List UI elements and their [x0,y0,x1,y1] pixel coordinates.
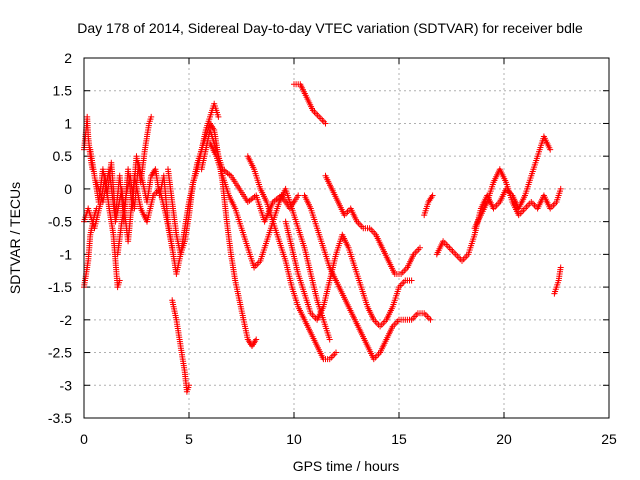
y-tick-label: -3.5 [48,410,72,426]
scatter-point [322,172,423,277]
data-marks [81,81,564,395]
grid-lines [84,58,609,418]
x-tick-label: 0 [80,431,88,447]
x-tick-label: 15 [391,431,407,447]
chart-title: Day 178 of 2014, Sidereal Day-to-day VTE… [77,20,583,36]
scatter-point [301,192,434,363]
series-m [291,81,329,127]
series-s [551,264,564,297]
series-n [301,192,434,363]
y-tick-label: -0.5 [48,214,72,230]
x-axis-label: GPS time / hours [293,458,400,474]
y-tick-label: 1.5 [53,83,73,99]
scatter-point [551,264,564,297]
plot-frame [83,57,610,419]
x-tick-label: 5 [185,431,193,447]
y-tick-label: -3 [60,377,73,393]
x-tick-label: 25 [601,431,617,447]
scatter-point [291,81,329,127]
axis-ticks: 0 5 10 15 20 25 -3.5 -3 -2.5 -2 -1.5 -1 -0.5 0 0.5 1 1.5… [48,50,617,447]
scatter-point [169,297,192,395]
x-tick-label: 20 [496,431,512,447]
x-tick-label: 10 [286,431,302,447]
series-i [198,127,302,225]
y-axis-label: SDTVAR / TECUs [7,182,23,294]
scatter-point [87,113,155,225]
series-k [244,153,339,363]
y-tick-label: 2 [64,50,72,66]
series-p [421,192,436,219]
series-j [207,140,333,343]
y-tick-label: -1 [60,246,73,262]
scatter-point [433,133,554,264]
series-d [87,113,155,225]
series-h [169,297,192,395]
scatter-point [207,140,333,343]
scatter-point [198,127,302,225]
y-tick-label: -2.5 [48,345,72,361]
scatter-point [471,166,564,232]
series-q [433,133,554,264]
y-tick-label: 0.5 [53,148,73,164]
series-r [471,166,564,232]
scatter-point [421,192,436,219]
series-o [322,172,423,277]
scatter-point [244,153,339,363]
y-tick-label: -1.5 [48,279,72,295]
y-tick-label: 1 [64,115,72,131]
y-tick-label: 0 [64,181,72,197]
y-tick-label: -2 [60,312,73,328]
